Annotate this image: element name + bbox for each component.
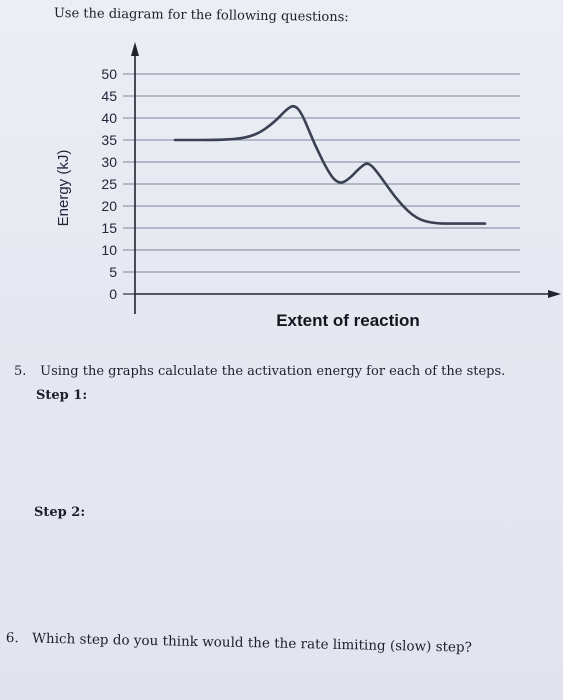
question-6: 6. Which step do you think would the the…: [6, 630, 472, 656]
y-tick-label: 35: [101, 132, 117, 148]
x-axis-arrow-icon: [548, 290, 561, 298]
y-tick-label: 50: [101, 66, 117, 82]
y-tick-label: 0: [109, 286, 117, 302]
y-tick-label: 45: [101, 88, 117, 104]
energy-diagram: 50 45 40 35 30 25 20 15 10 5 0 Energy (kJ) Extent …: [0, 30, 563, 350]
question-6-text: Which step do you think would the the ra…: [31, 630, 473, 656]
step-1-label: Step 1:: [36, 388, 88, 403]
y-tick-label: 10: [101, 242, 117, 258]
instructions-text: Use the diagram for the following questi…: [53, 6, 349, 26]
y-tick-label: 25: [101, 176, 117, 192]
energy-curve: [173, 104, 487, 225]
question-5-number: 5.: [14, 364, 27, 379]
y-axis-label: Energy (kJ): [55, 150, 72, 227]
question-6-number: 6.: [5, 630, 19, 647]
y-axis-arrow-icon: [131, 42, 139, 56]
y-tick-label: 5: [109, 264, 117, 280]
y-tick-label: 30: [101, 154, 117, 170]
y-tick-label: 20: [101, 198, 117, 214]
question-5: 5. Using the graphs calculate the activa…: [14, 364, 505, 379]
y-tick-label: 15: [101, 220, 117, 236]
question-5-text: Using the graphs calculate the activatio…: [40, 364, 506, 379]
x-axis-label: Extent of reaction: [276, 311, 420, 330]
y-tick-label: 40: [101, 110, 117, 126]
gridlines: [123, 73, 520, 273]
step-2-label: Step 2:: [34, 505, 86, 520]
